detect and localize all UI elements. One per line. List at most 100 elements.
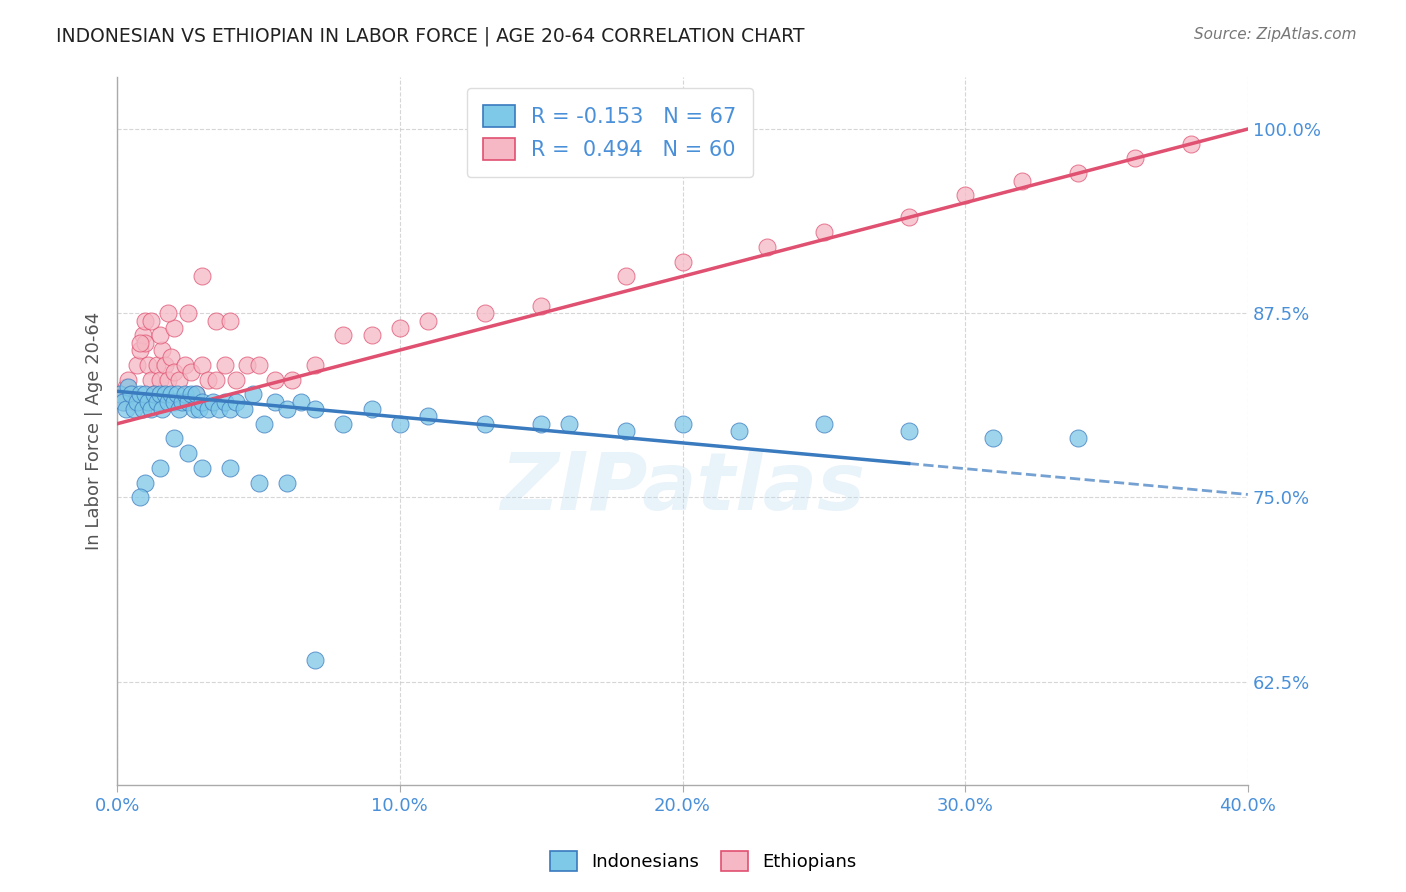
Point [139, 372, 162, 386]
Point [120, 387, 142, 401]
Point [360, 328, 382, 343]
Point [142, 387, 165, 401]
Point [983, 432, 1005, 446]
Point [108, 387, 131, 401]
Point [120, 387, 142, 401]
Point [157, 394, 180, 409]
Text: ZIPatlas: ZIPatlas [501, 449, 865, 526]
Point [247, 358, 270, 372]
Point [264, 372, 287, 386]
Point [152, 343, 174, 357]
Point [530, 299, 553, 313]
Point [149, 372, 172, 386]
Point [125, 358, 148, 372]
Point [614, 424, 637, 438]
Point [111, 394, 134, 409]
Point [558, 417, 581, 431]
Point [174, 387, 197, 401]
Point [332, 328, 354, 343]
Point [128, 387, 150, 401]
Point [125, 394, 148, 409]
Point [205, 372, 228, 386]
Point [169, 402, 191, 417]
Point [111, 394, 134, 409]
Point [290, 394, 312, 409]
Point [117, 372, 139, 386]
Point [1123, 152, 1146, 166]
Point [131, 328, 153, 343]
Point [157, 306, 180, 320]
Point [177, 446, 200, 460]
Point [186, 387, 208, 401]
Legend: Indonesians, Ethiopians: Indonesians, Ethiopians [543, 844, 863, 879]
Point [388, 417, 411, 431]
Point [128, 335, 150, 350]
Point [180, 365, 202, 379]
Point [145, 394, 167, 409]
Point [219, 313, 242, 327]
Point [142, 387, 165, 401]
Text: Source: ZipAtlas.com: Source: ZipAtlas.com [1194, 27, 1357, 42]
Point [191, 461, 214, 475]
Legend: R = -0.153   N = 67, R =  0.494   N = 60: R = -0.153 N = 67, R = 0.494 N = 60 [467, 87, 754, 177]
Point [163, 394, 186, 409]
Point [233, 402, 256, 417]
Point [149, 461, 172, 475]
Point [276, 475, 298, 490]
Point [134, 335, 156, 350]
Point [191, 269, 214, 284]
Point [247, 475, 270, 490]
Point [134, 387, 156, 401]
Point [813, 417, 835, 431]
Point [236, 358, 259, 372]
Point [897, 211, 920, 225]
Point [134, 313, 156, 327]
Point [174, 358, 197, 372]
Point [1011, 173, 1033, 187]
Point [122, 394, 145, 409]
Point [1067, 166, 1090, 180]
Point [225, 394, 247, 409]
Point [128, 343, 150, 357]
Y-axis label: In Labor Force | Age 20-64: In Labor Force | Age 20-64 [86, 312, 103, 550]
Point [756, 240, 779, 254]
Point [172, 394, 194, 409]
Point [214, 358, 236, 372]
Point [180, 387, 202, 401]
Point [163, 321, 186, 335]
Point [897, 424, 920, 438]
Point [145, 358, 167, 372]
Point [202, 394, 225, 409]
Point [242, 387, 264, 401]
Point [139, 313, 162, 327]
Point [114, 380, 136, 394]
Point [671, 417, 693, 431]
Point [188, 402, 211, 417]
Point [474, 306, 496, 320]
Point [136, 394, 159, 409]
Point [122, 402, 145, 417]
Point [163, 432, 186, 446]
Point [166, 387, 188, 401]
Point [264, 394, 287, 409]
Point [953, 188, 976, 202]
Point [671, 254, 693, 268]
Point [225, 372, 247, 386]
Point [191, 394, 214, 409]
Point [214, 394, 236, 409]
Point [152, 402, 174, 417]
Text: INDONESIAN VS ETHIOPIAN IN LABOR FORCE | AGE 20-64 CORRELATION CHART: INDONESIAN VS ETHIOPIAN IN LABOR FORCE |… [56, 27, 804, 46]
Point [253, 417, 276, 431]
Point [177, 394, 200, 409]
Point [197, 372, 219, 386]
Point [160, 387, 183, 401]
Point [160, 351, 183, 365]
Point [134, 475, 156, 490]
Point [191, 358, 214, 372]
Point [136, 358, 159, 372]
Point [131, 402, 153, 417]
Point [155, 387, 177, 401]
Point [813, 225, 835, 239]
Point [108, 387, 131, 401]
Point [139, 402, 162, 417]
